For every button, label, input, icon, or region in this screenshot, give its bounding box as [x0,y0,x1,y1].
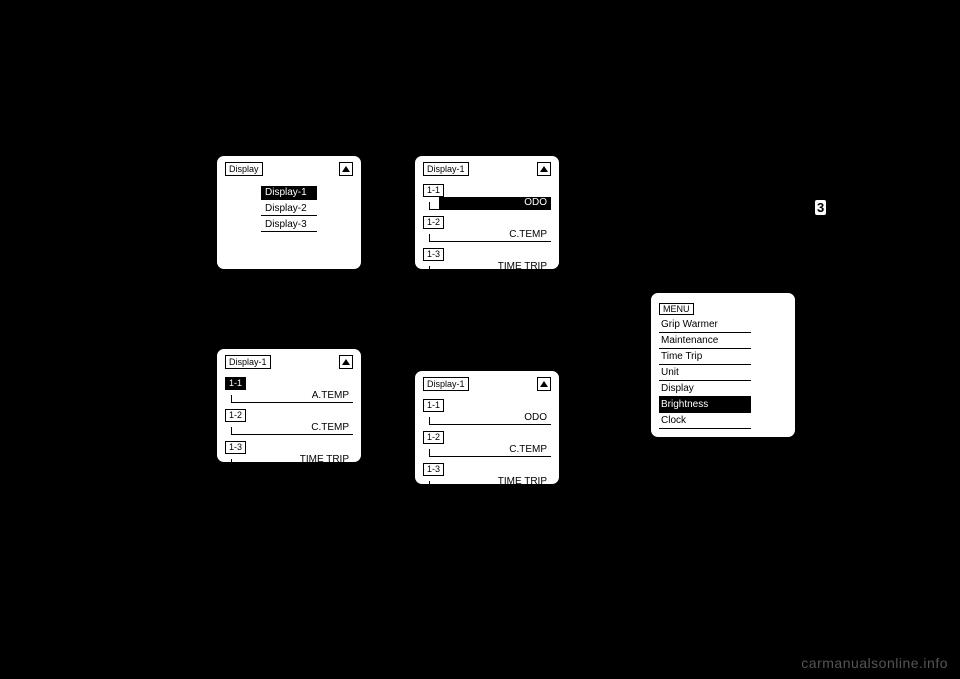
watermark: carmanualsonline.info [801,655,948,671]
connector-icon [429,449,439,457]
menu-item[interactable]: Time Trip [659,349,751,365]
display1-panel-a: Display-1 1-1 A.TEMP 1-2 C.TEMP 1-3 [216,348,362,463]
slot-value-row: C.TEMP [423,229,551,242]
panel-title: Display-1 [423,377,469,391]
page: Display Display-1 Display-2 Display-3 Di… [0,0,960,679]
panel-header: Display-1 [423,162,551,176]
slot-value-row: TIME TRIP [423,476,551,489]
up-arrow-icon[interactable] [537,162,551,176]
display-option[interactable]: Display-2 [261,202,317,216]
slot-row: 1-1 ODO [423,395,551,425]
slot-list: 1-1 A.TEMP 1-2 C.TEMP 1-3 TIME TRIP [225,373,353,467]
slot-row: 1-2 C.TEMP [423,427,551,457]
slot-value[interactable]: ODO [439,412,551,425]
slot-value[interactable]: TIME TRIP [439,476,551,489]
slot-value[interactable]: A.TEMP [241,390,353,403]
connector-icon [429,202,439,210]
panel-title: Display-1 [225,355,271,369]
connector-icon [429,234,439,242]
slot-tag[interactable]: 1-3 [225,441,246,454]
slot-row: 1-2 C.TEMP [423,212,551,242]
panel-title: Display-1 [423,162,469,176]
slot-value[interactable]: TIME TRIP [241,454,353,467]
slot-value-row: C.TEMP [225,422,353,435]
slot-value-row: TIME TRIP [423,261,551,274]
display-options-list: Display-1 Display-2 Display-3 [225,186,353,232]
menu-item[interactable]: Display [659,381,751,397]
connector-icon [231,395,241,403]
slot-tag[interactable]: 1-2 [423,431,444,444]
slot-tag[interactable]: 1-2 [423,216,444,229]
slot-row: 1-3 TIME TRIP [423,244,551,274]
slot-tag[interactable]: 1-2 [225,409,246,422]
menu-item[interactable]: Unit [659,365,751,381]
panel-title: MENU [659,303,694,315]
slot-value[interactable]: C.TEMP [439,229,551,242]
display-option[interactable]: Display-1 [261,186,317,200]
display1-panel-b: Display-1 1-1 ODO 1-2 C.TEMP 1-3 [414,155,560,270]
connector-icon [429,481,439,489]
menu-panel: MENU Grip Warmer Maintenance Time Trip U… [650,292,796,438]
menu-item[interactable]: Brightness [659,397,751,413]
up-arrow-icon[interactable] [537,377,551,391]
panel-header: Display-1 [225,355,353,369]
menu-item[interactable]: Clock [659,413,751,429]
menu-item[interactable]: Maintenance [659,333,751,349]
slot-value-row: A.TEMP [225,390,353,403]
slot-value[interactable]: ODO [439,197,551,210]
slot-value[interactable]: TIME TRIP [439,261,551,274]
slot-row: 1-1 ODO [423,180,551,210]
slot-value-row: ODO [423,412,551,425]
slot-row: 1-3 TIME TRIP [423,459,551,489]
slot-tag[interactable]: 1-1 [225,377,246,390]
slot-row: 1-2 C.TEMP [225,405,353,435]
slot-tag[interactable]: 1-1 [423,399,444,412]
slot-tag[interactable]: 1-3 [423,248,444,261]
up-arrow-icon[interactable] [339,162,353,176]
slot-list: 1-1 ODO 1-2 C.TEMP 1-3 TIME TRIP [423,180,551,274]
chapter-number: 3 [815,200,826,215]
connector-icon [231,427,241,435]
panel-title: Display [225,162,263,176]
slot-value-row: TIME TRIP [225,454,353,467]
display1-panel-c: Display-1 1-1 ODO 1-2 C.TEMP 1-3 [414,370,560,485]
slot-tag[interactable]: 1-1 [423,184,444,197]
up-arrow-icon[interactable] [339,355,353,369]
panel-header: Display-1 [423,377,551,391]
slot-value[interactable]: C.TEMP [439,444,551,457]
menu-item[interactable]: Grip Warmer [659,317,751,333]
slot-row: 1-3 TIME TRIP [225,437,353,467]
slot-value-row: C.TEMP [423,444,551,457]
display-option[interactable]: Display-3 [261,218,317,232]
slot-value-row: ODO [423,197,551,210]
slot-row: 1-1 A.TEMP [225,373,353,403]
connector-icon [231,459,241,467]
slot-list: 1-1 ODO 1-2 C.TEMP 1-3 TIME TRIP [423,395,551,489]
slot-tag[interactable]: 1-3 [423,463,444,476]
connector-icon [429,417,439,425]
slot-value[interactable]: C.TEMP [241,422,353,435]
display-select-panel: Display Display-1 Display-2 Display-3 [216,155,362,270]
menu-list: Grip Warmer Maintenance Time Trip Unit D… [659,317,787,429]
connector-icon [429,266,439,274]
panel-header: Display [225,162,353,176]
